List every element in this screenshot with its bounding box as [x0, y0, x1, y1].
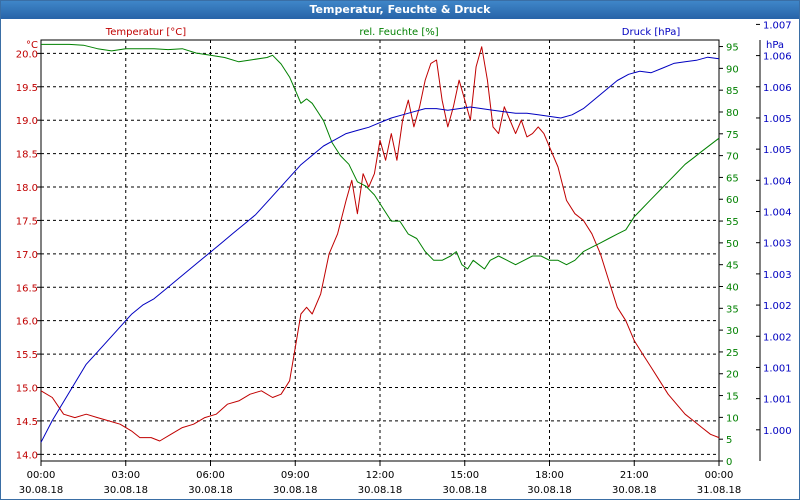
pressure-tick-label: 1.004 — [763, 176, 792, 187]
x-tick-label-time: 00:00 — [27, 470, 56, 481]
temperature-tick-label: 15.0 — [16, 383, 38, 394]
humidity-tick-label: 30 — [726, 326, 739, 337]
x-tick-label-time: 06:00 — [196, 470, 225, 481]
x-tick-label-time: 12:00 — [366, 470, 395, 481]
x-tick-label-date: 30.08.18 — [188, 485, 233, 496]
x-tick-label-date: 30.08.18 — [527, 485, 572, 496]
humidity-tick-label: 10 — [726, 413, 739, 424]
humidity-tick-label: 20 — [726, 370, 739, 381]
pressure-series-line — [40, 56, 720, 443]
x-tick-label-date: 30.08.18 — [19, 485, 64, 496]
humidity-tick-label: 60 — [726, 195, 739, 206]
humidity-tick-label: 40 — [726, 282, 739, 293]
pressure-tick-label: 1.001 — [763, 395, 792, 406]
humidity-tick-label: 65 — [726, 173, 739, 184]
humidity-tick-label: 95 — [726, 43, 739, 54]
pressure-tick-label: 1.005 — [763, 114, 792, 125]
temperature-tick-label: 14.0 — [16, 450, 38, 461]
humidity-tick-label: 90 — [726, 64, 739, 75]
humidity-tick-label: 0 — [726, 457, 732, 468]
humidity-tick-label: 75 — [726, 130, 739, 141]
pressure-tick-label: 1.007 — [763, 20, 792, 31]
humidity-tick-label: 70 — [726, 152, 739, 163]
pressure-tick-label: 1.003 — [763, 239, 792, 250]
temperature-tick-label: 14.5 — [16, 417, 38, 428]
pressure-axis-title: Druck [hPa] — [622, 27, 681, 38]
pressure-tick-label: 1.002 — [763, 332, 792, 343]
pressure-tick-label: 1.004 — [763, 208, 792, 219]
temperature-tick-label: 18.5 — [16, 150, 38, 161]
chart-plot: 00:00 30.08.18 03:00 30.08.18 06:00 30.08.18 0… — [16, 20, 792, 496]
x-tick-label-date: 30.08.18 — [358, 485, 403, 496]
x-tick-label-time: 18:00 — [535, 470, 564, 481]
pressure-tick-label: 1.000 — [763, 426, 792, 437]
x-tick-label-time: 03:00 — [111, 470, 140, 481]
pressure-tick-label: 1.005 — [763, 145, 792, 156]
humidity-tick-label: 85 — [726, 86, 739, 97]
temperature-tick-label: 16.0 — [16, 317, 38, 328]
pressure-tick-label: 1.002 — [763, 301, 792, 312]
humidity-tick-label: 35 — [726, 304, 739, 315]
x-tick-label-date: 30.08.18 — [612, 485, 657, 496]
humidity-axis-title: rel. Feuchte [%] — [359, 27, 438, 38]
humidity-tick-label: 15 — [726, 392, 739, 403]
humidity-tick-label: 50 — [726, 239, 739, 250]
window-title: Temperatur, Feuchte & Druck — [1, 1, 799, 19]
humidity-tick-label: 25 — [726, 348, 739, 359]
temperature-tick-label: 17.5 — [16, 216, 38, 227]
temperature-tick-label: 15.5 — [16, 350, 38, 361]
temperature-tick-label: 19.5 — [16, 83, 38, 94]
x-tick-label-date: 30.08.18 — [103, 485, 148, 496]
temperature-tick-label: 19.0 — [16, 116, 38, 127]
x-tick-label-time: 15:00 — [450, 470, 479, 481]
humidity-tick-label: 45 — [726, 261, 739, 272]
pressure-unit-label: hPa — [766, 40, 784, 51]
temperature-series-line — [40, 46, 720, 442]
pressure-tick-label: 1.006 — [763, 83, 792, 94]
x-tick-label-date: 30.08.18 — [273, 485, 318, 496]
pressure-tick-label: 1.006 — [763, 52, 792, 63]
x-tick-label-time: 21:00 — [620, 470, 649, 481]
temperature-tick-label: 17.0 — [16, 250, 38, 261]
pressure-tick-label: 1.001 — [763, 363, 792, 374]
humidity-tick-label: 5 — [726, 435, 732, 446]
temperature-axis-title: Temperatur [°C] — [105, 27, 186, 38]
temperature-tick-label: 16.5 — [16, 283, 38, 294]
humidity-tick-label: 55 — [726, 217, 739, 228]
x-tick-label-time: 00:00 — [705, 470, 734, 481]
humidity-tick-label: 80 — [726, 108, 739, 119]
temperature-tick-label: 18.0 — [16, 183, 38, 194]
humidity-series-line — [41, 43, 720, 270]
x-tick-label-date: 30.08.18 — [442, 485, 487, 496]
temperature-unit-label: °C — [26, 40, 38, 51]
x-tick-label-date: 31.08.18 — [697, 485, 742, 496]
temperature-tick-label: 20.0 — [16, 49, 38, 60]
pressure-tick-label: 1.003 — [763, 270, 792, 281]
x-tick-label-time: 09:00 — [281, 470, 310, 481]
